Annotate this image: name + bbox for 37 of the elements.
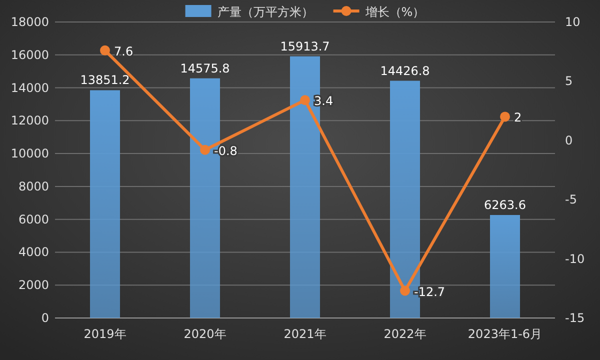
x-tick-label: 2020年 xyxy=(184,327,226,341)
x-tick-label: 2021年 xyxy=(284,327,326,341)
y2-tick-label: -10 xyxy=(565,252,585,266)
x-tick-label: 2023年1-6月 xyxy=(468,327,542,341)
data-label: 15913.7 xyxy=(280,39,330,54)
x-tick-label: 2019年 xyxy=(84,327,126,341)
data-label: 14426.8 xyxy=(380,64,430,78)
data-label: 13851.2 xyxy=(80,73,130,88)
data-label: 7.6 xyxy=(114,44,134,58)
legend-label: 产量（万平方米） xyxy=(217,5,314,19)
point xyxy=(300,95,310,106)
bar xyxy=(490,215,520,318)
y-tick-label: 16000 xyxy=(10,48,49,62)
data-label: 2 xyxy=(514,110,522,125)
y-tick-label: 6000 xyxy=(18,212,49,226)
y-tick-label: 14000 xyxy=(10,80,49,95)
y-tick-label: 8000 xyxy=(18,179,49,194)
y-tick-label: 0 xyxy=(41,311,49,325)
y-tick-label: 18000 xyxy=(10,15,49,29)
point xyxy=(200,144,210,155)
legend-label: 增长（%） xyxy=(364,5,425,19)
y-tick-label: 12000 xyxy=(10,114,49,128)
y-tick-label: 2000 xyxy=(18,278,49,292)
point xyxy=(400,286,410,296)
y2-tick-label: 0 xyxy=(565,133,573,148)
x-tick-label: 2022年 xyxy=(384,327,426,341)
y2-tick-label: -5 xyxy=(565,192,577,207)
y-tick-label: 4000 xyxy=(18,245,49,260)
y2-tick-label: 10 xyxy=(565,15,580,29)
point xyxy=(500,112,510,122)
y2-tick-label: 5 xyxy=(565,74,573,88)
y2-tick-label: -15 xyxy=(565,311,585,325)
data-label: 14575.8 xyxy=(180,61,230,76)
bar xyxy=(90,90,120,318)
y-tick-label: 10000 xyxy=(10,146,49,161)
point xyxy=(100,45,110,56)
data-label: 6263.6 xyxy=(484,198,526,212)
